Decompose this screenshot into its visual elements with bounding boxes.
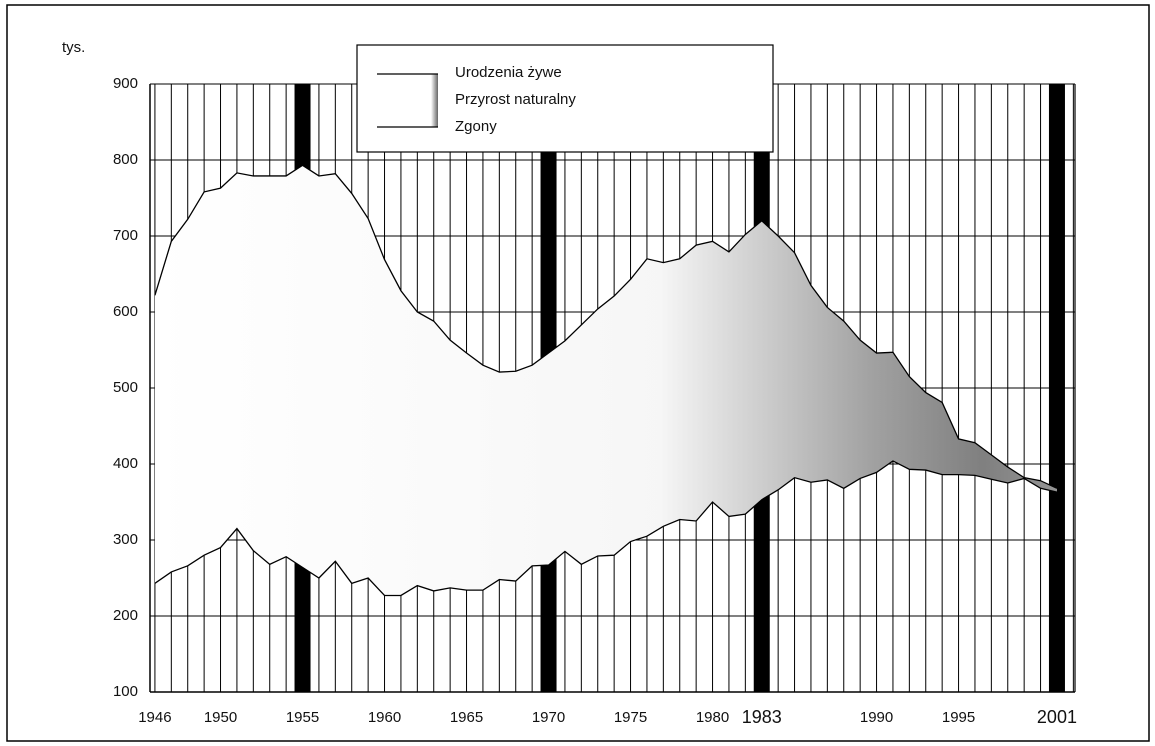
- x-tick-label: 1975: [614, 709, 647, 726]
- x-tick-label: 2001: [1037, 707, 1077, 727]
- legend-box: [356, 44, 774, 153]
- y-tick-label: 400: [113, 455, 138, 472]
- x-tick-label: 1955: [286, 709, 319, 726]
- x-tick-label: 1980: [696, 709, 729, 726]
- legend-area-swatch: [431, 74, 438, 127]
- y-tick-label: 200: [113, 607, 138, 624]
- x-tick-label: 1960: [368, 709, 401, 726]
- legend-label: Przyrost naturalny: [455, 91, 576, 108]
- frame: [6, 4, 1150, 742]
- x-tick-label: 1965: [450, 709, 483, 726]
- y-tick-label: 500: [113, 379, 138, 396]
- legend: Urodzenia żywe Przyrost naturalny Zgony: [356, 44, 774, 153]
- y-tick-label: 900: [113, 75, 138, 92]
- y-tick-label: 700: [113, 227, 138, 244]
- highlight-bar: [1048, 84, 1065, 692]
- natural-increase-area: [154, 165, 1057, 596]
- x-tick-label: 1950: [204, 709, 237, 726]
- y-tick-label: 300: [113, 531, 138, 548]
- x-tick-label: 1946: [138, 709, 171, 726]
- y-tick-label: 600: [113, 303, 138, 320]
- series-line: [154, 460, 1058, 597]
- x-tick-label: 1983: [742, 707, 782, 727]
- series-line: [154, 164, 1058, 489]
- plot-area: 100 200 300 400 500 600 700 800 900 1946 1950 1955 1…: [113, 75, 1077, 727]
- x-tick-label: 1990: [860, 709, 893, 726]
- y-tick-label: 100: [113, 683, 138, 700]
- y-tick-label: 800: [113, 151, 138, 168]
- x-tick-label: 1995: [942, 709, 975, 726]
- x-tick-label: 1970: [532, 709, 565, 726]
- legend-label: Urodzenia żywe: [455, 64, 562, 81]
- y-unit-label: tys.: [62, 39, 85, 56]
- legend-label: Zgony: [455, 118, 497, 135]
